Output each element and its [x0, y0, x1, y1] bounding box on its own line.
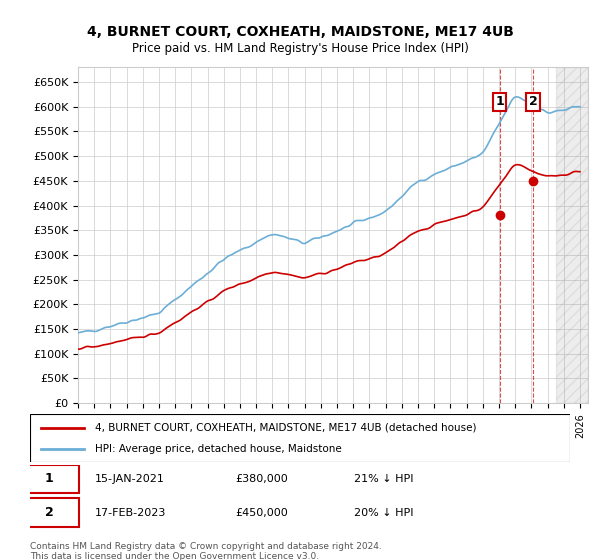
Text: 4, BURNET COURT, COXHEATH, MAIDSTONE, ME17 4UB: 4, BURNET COURT, COXHEATH, MAIDSTONE, ME… [86, 25, 514, 39]
Text: £450,000: £450,000 [235, 507, 288, 517]
Text: Price paid vs. HM Land Registry's House Price Index (HPI): Price paid vs. HM Land Registry's House … [131, 42, 469, 55]
Text: Contains HM Land Registry data © Crown copyright and database right 2024.
This d: Contains HM Land Registry data © Crown c… [30, 542, 382, 560]
FancyBboxPatch shape [19, 465, 79, 493]
FancyBboxPatch shape [19, 498, 79, 526]
Text: 21% ↓ HPI: 21% ↓ HPI [354, 474, 413, 484]
Text: 1: 1 [495, 95, 504, 108]
Bar [556, 67, 588, 403]
FancyBboxPatch shape [30, 414, 570, 462]
Text: 17-FEB-2023: 17-FEB-2023 [95, 507, 166, 517]
Text: 15-JAN-2021: 15-JAN-2021 [95, 474, 164, 484]
Text: 20% ↓ HPI: 20% ↓ HPI [354, 507, 413, 517]
Text: HPI: Average price, detached house, Maidstone: HPI: Average price, detached house, Maid… [95, 444, 341, 454]
Text: 2: 2 [529, 95, 538, 108]
Text: 4, BURNET COURT, COXHEATH, MAIDSTONE, ME17 4UB (detached house): 4, BURNET COURT, COXHEATH, MAIDSTONE, ME… [95, 423, 476, 433]
Text: 2: 2 [44, 506, 53, 519]
Text: 1: 1 [44, 473, 53, 486]
Text: £380,000: £380,000 [235, 474, 288, 484]
